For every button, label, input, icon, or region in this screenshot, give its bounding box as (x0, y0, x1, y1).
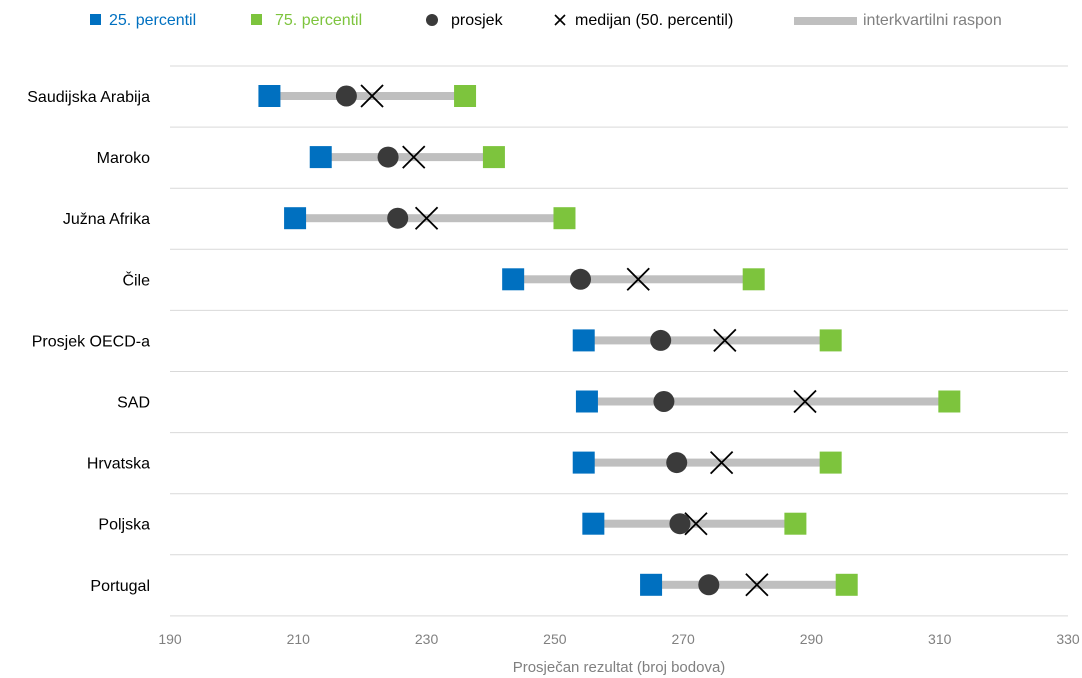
mean-marker (669, 513, 691, 535)
category-label: Čile (122, 270, 150, 289)
mean-marker (650, 329, 672, 351)
row-5: Prosjek OECD-a (32, 328, 842, 353)
p25-marker (572, 329, 595, 352)
iqr-bar (583, 336, 831, 345)
category-label: SAD (117, 395, 150, 412)
row-3: Južna Afrika (63, 206, 576, 230)
legend-p25-marker (90, 14, 101, 25)
p75-marker (742, 268, 765, 291)
legend-median-marker (554, 14, 566, 26)
p75-marker (938, 390, 961, 413)
category-label: Saudijska Arabija (27, 89, 150, 106)
x-tick-label: 250 (543, 631, 567, 647)
mean-marker (698, 574, 720, 596)
legend-p75-marker (251, 14, 262, 25)
row-8: Poljska (98, 512, 807, 536)
legend-item-iqr: interkvartilni raspon (794, 12, 1002, 29)
p25-marker (284, 207, 307, 230)
category-label: Južna Afrika (63, 211, 150, 228)
iqr-bar (586, 397, 950, 406)
row-9: Portugal (90, 573, 858, 597)
median-marker (360, 84, 384, 108)
mean-marker (666, 452, 688, 474)
p25-marker (502, 268, 525, 291)
mean-marker (653, 391, 675, 412)
p75-marker (553, 207, 576, 230)
x-tick-label: 290 (800, 631, 824, 647)
mean-marker (335, 85, 357, 107)
mean-marker (570, 268, 592, 290)
category-label: Portugal (90, 578, 150, 595)
p75-marker (819, 451, 842, 474)
legend-median-label: medijan (50. percentil) (575, 12, 733, 29)
row-6: SAD (117, 389, 961, 414)
p25-marker (572, 451, 595, 474)
category-label: Hrvatska (87, 456, 150, 473)
x-tick-label: 270 (671, 631, 695, 647)
p25-marker (575, 390, 598, 413)
legend: 25. percentil 75. percentil prosjek medi… (90, 12, 1002, 29)
legend-item-p25: 25. percentil (90, 12, 196, 29)
p25-marker (640, 573, 663, 596)
p75-marker (835, 573, 858, 596)
legend-mean-label: prosjek (451, 12, 504, 29)
chart-rows: Saudijska Arabija Maroko Južna Afrika Čile P… (27, 84, 961, 597)
row-2: Maroko (97, 145, 505, 169)
median-marker (414, 206, 439, 230)
mean-marker (387, 207, 409, 229)
median-marker (713, 328, 737, 353)
median-marker (709, 450, 734, 475)
x-tick-label: 190 (158, 631, 182, 647)
row-7: Hrvatska (87, 450, 842, 475)
p75-marker (819, 329, 842, 352)
gridlines (170, 65, 1068, 617)
row-4: Čile (122, 267, 765, 291)
x-tick-label: 330 (1056, 631, 1080, 647)
iqr-bar (295, 214, 565, 223)
legend-item-p75: 75. percentil (251, 12, 362, 29)
x-axis-ticks: 190 210 230 250 270 290 310 330 (158, 631, 1080, 647)
legend-item-mean: prosjek (426, 12, 504, 29)
x-tick-label: 310 (928, 631, 952, 647)
iqr-bar (269, 92, 466, 100)
p75-marker (482, 146, 505, 169)
iqr-bar (583, 458, 831, 467)
median-marker (402, 145, 426, 169)
iqr-bar (651, 580, 847, 589)
row-1: Saudijska Arabija (27, 84, 477, 108)
legend-item-median: medijan (50. percentil) (554, 12, 733, 29)
category-label: Poljska (98, 517, 150, 534)
mean-marker (377, 146, 399, 168)
p25-marker (258, 85, 281, 107)
p25-marker (309, 146, 332, 169)
legend-p25-label: 25. percentil (109, 12, 196, 29)
p75-marker (784, 512, 807, 535)
category-label: Prosjek OECD-a (32, 333, 150, 350)
p75-marker (454, 85, 477, 107)
x-axis-title: Prosječan rezultat (broj bodova) (513, 659, 726, 676)
iqr-bar (513, 275, 754, 284)
legend-mean-marker (426, 14, 438, 26)
x-tick-label: 210 (287, 631, 311, 647)
legend-iqr-label: interkvartilni raspon (863, 12, 1002, 29)
iqr-bar (593, 519, 796, 528)
legend-iqr-marker (794, 17, 857, 25)
legend-p75-label: 75. percentil (275, 12, 362, 29)
x-tick-label: 230 (415, 631, 439, 647)
median-marker (626, 267, 650, 291)
median-marker (793, 389, 817, 414)
iqr-bar (320, 153, 494, 162)
median-marker (684, 512, 708, 536)
p25-marker (582, 512, 605, 535)
median-marker (745, 573, 769, 597)
category-label: Maroko (97, 150, 150, 167)
